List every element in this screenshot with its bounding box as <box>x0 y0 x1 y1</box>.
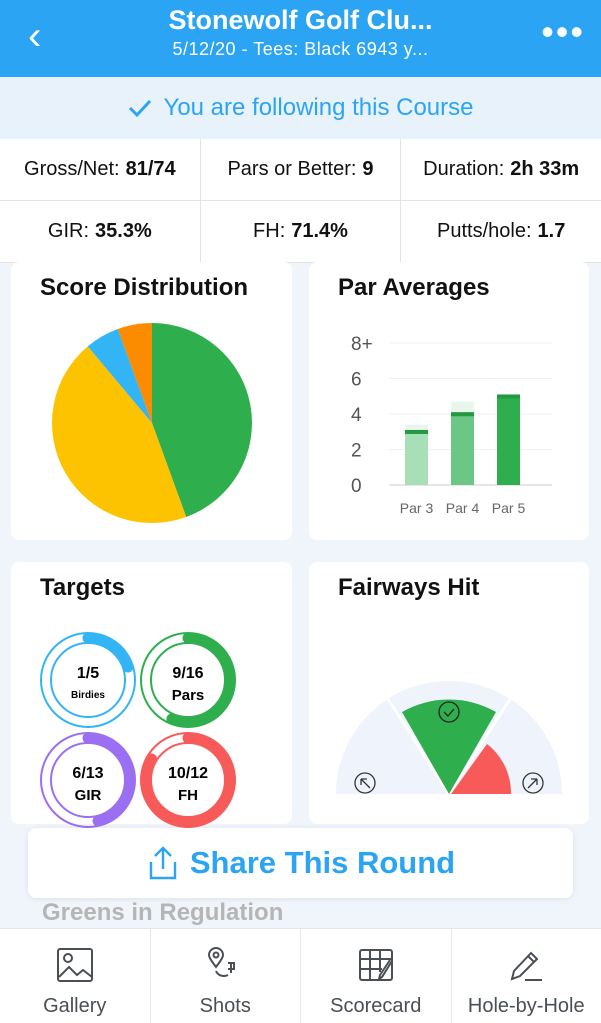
pie-slice-0 <box>152 323 252 517</box>
share-icon <box>149 846 177 880</box>
tab-label: Hole-by-Hole <box>467 995 585 1017</box>
score-pie-chart <box>51 323 252 523</box>
stat-value: 9 <box>362 158 374 180</box>
targets-card[interactable]: Targets 1/5 Birdies 9/16 Pars 6/13 GIR 10/12 FH <box>11 562 292 828</box>
stat-value: 35.3% <box>95 220 152 242</box>
target-ring-fh: 10/12 FH <box>140 732 236 828</box>
round-stats: Gross/Net: 81/74 Pars or Better: 9 Duratio… <box>0 139 601 263</box>
ring-progress <box>82 732 136 827</box>
share-label: Share This Round <box>189 845 456 880</box>
section-title-ghost: Greens in Regulation <box>42 899 284 926</box>
y-tick-label: 6 <box>351 370 362 391</box>
y-tick-label: 8+ <box>351 334 373 355</box>
card-title: Targets <box>40 574 125 601</box>
ring-progress <box>166 632 236 728</box>
tab-label: Scorecard <box>330 995 422 1017</box>
stat-value: 1.7 <box>537 220 566 242</box>
pie-slice-1 <box>51 346 187 523</box>
stat-fh: FH: 71.4% <box>201 201 402 262</box>
card-title: Par Averages <box>338 274 490 301</box>
card-title: Score Distribution <box>40 274 249 301</box>
arrow-up-right-icon <box>522 772 544 794</box>
tab-label: Shots <box>199 995 251 1017</box>
target-ring-gir: 6/13 GIR <box>40 732 136 828</box>
follow-banner[interactable]: You are following this Course <box>0 77 601 139</box>
stat-duration: Duration: 2h 33m <box>401 139 601 200</box>
bar <box>451 412 474 485</box>
tab-scorecard[interactable]: Scorecard <box>301 929 452 1023</box>
stat-gir: GIR: 35.3% <box>0 201 201 262</box>
score-distribution-card[interactable]: Score Distribution <box>11 262 292 540</box>
tab-shots[interactable]: Shots <box>151 929 301 1023</box>
image-icon <box>56 948 93 982</box>
target-label: Birdies <box>71 690 105 701</box>
page-title: Stonewolf Golf Clu... <box>168 5 433 35</box>
stat-label: Gross/Net: <box>24 158 120 180</box>
stat-label: FH: <box>253 220 286 242</box>
target-label: GIR <box>75 787 102 804</box>
par-averages-chart: 0 2 4 6 8+ Par 3 Par 4 Par 5 <box>351 334 552 516</box>
stat-label: GIR: <box>47 220 90 242</box>
ring-progress <box>140 732 236 828</box>
target-label: Pars <box>172 687 205 704</box>
checkmark-icon <box>128 99 151 118</box>
stat-gross-net: Gross/Net: 81/74 <box>0 139 201 200</box>
scorecard-icon <box>358 949 393 982</box>
targets-rings: 1/5 Birdies 9/16 Pars 6/13 GIR 10/12 FH <box>40 632 236 828</box>
ring-progress <box>82 632 134 673</box>
fairways-gauge <box>336 681 562 795</box>
stat-value: 2h 33m <box>510 158 580 180</box>
target-value: 10/12 <box>168 765 208 782</box>
stat-putts: Putts/hole: 1.7 <box>401 201 601 262</box>
bar <box>405 429 428 485</box>
bar-average-marker <box>405 429 428 434</box>
bar <box>497 394 520 485</box>
map-pin-icon <box>208 947 236 977</box>
x-tick-label: Par 3 <box>400 500 434 516</box>
target-value: 1/5 <box>77 665 99 682</box>
arrow-up-left-icon <box>354 772 376 794</box>
stat-value: 71.4% <box>291 220 348 242</box>
par-averages-card[interactable]: Par Averages 0 2 4 6 8+ Par 3 Par 4 Par 5 <box>309 262 589 540</box>
target-value: 9/16 <box>172 665 203 682</box>
header: ‹ Stonewolf Golf Clu... 5/12/20 - Tees: … <box>0 0 601 77</box>
stat-pars-or-better: Pars or Better: 9 <box>201 139 402 200</box>
ellipsis-icon[interactable]: ••• <box>541 11 585 52</box>
bar-average-marker <box>451 412 474 417</box>
fairways-hit-card[interactable]: Fairways Hit <box>309 562 589 824</box>
y-tick-label: 0 <box>351 476 362 497</box>
follow-text: You are following this Course <box>163 94 474 121</box>
pencil-icon <box>510 951 543 981</box>
pie-slice-3 <box>117 323 152 423</box>
bar-average-marker <box>497 394 520 399</box>
target-ring-pars: 9/16 Pars <box>140 632 236 728</box>
tab-hole-by-hole[interactable]: Hole-by-Hole <box>452 929 601 1023</box>
stat-label: Putts/hole: <box>437 220 532 242</box>
target-value: 6/13 <box>72 765 103 782</box>
target-label: FH <box>178 787 198 804</box>
bottom-tab-bar: Gallery Shots Scorecard Hole-by-Hole <box>0 928 601 1023</box>
x-tick-label: Par 4 <box>446 500 480 516</box>
x-tick-label: Par 5 <box>492 500 526 516</box>
y-tick-label: 4 <box>351 405 362 426</box>
stat-label: Duration: <box>423 158 505 180</box>
stat-value: 81/74 <box>125 158 176 180</box>
fairway-hit-wedge <box>402 699 496 794</box>
tab-label: Gallery <box>43 995 107 1017</box>
tab-gallery[interactable]: Gallery <box>0 929 151 1023</box>
card-title: Fairways Hit <box>338 574 480 601</box>
target-ring-birdies: 1/5 Birdies <box>40 632 136 728</box>
chevron-left-icon[interactable]: ‹ <box>28 14 42 58</box>
check-circle-icon <box>438 701 460 723</box>
pie-slice-2 <box>87 329 152 423</box>
page-subtitle: 5/12/20 - Tees: Black 6943 y... <box>172 39 429 59</box>
share-round-button[interactable]: Share This Round <box>28 828 573 898</box>
stat-label: Pars or Better: <box>227 158 357 180</box>
y-tick-label: 2 <box>351 441 362 462</box>
miss-right-wedge <box>451 744 512 794</box>
